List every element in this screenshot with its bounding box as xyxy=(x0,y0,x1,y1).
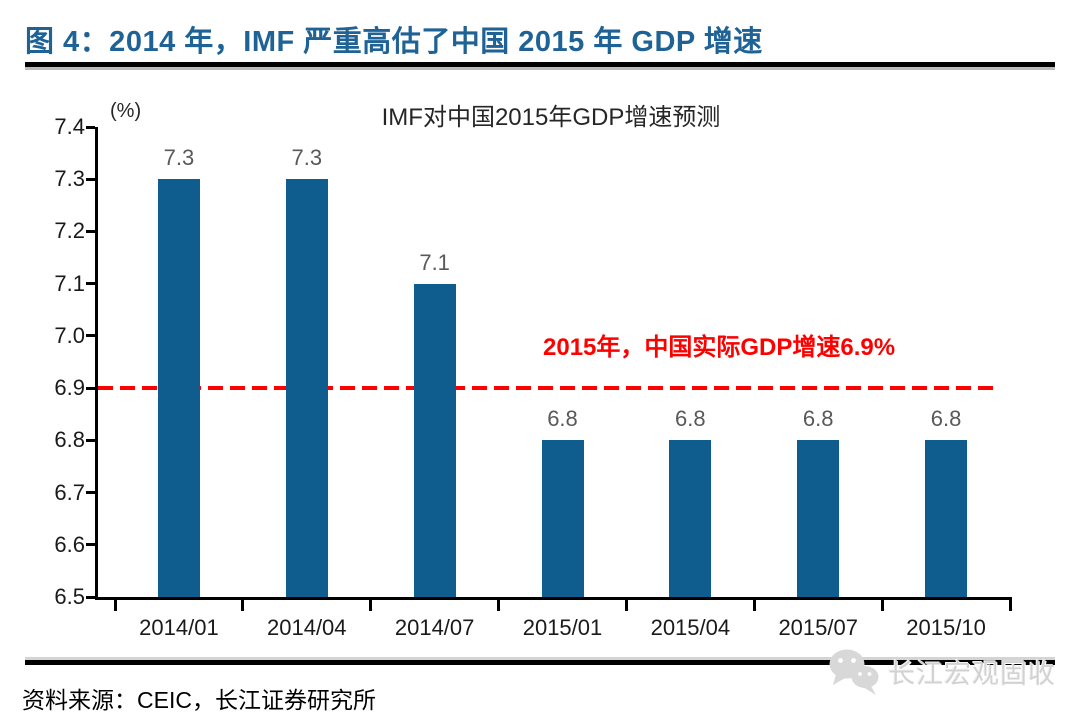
reference-dashed-line xyxy=(98,386,993,391)
figure-title: 图 4：2014 年，IMF 严重高估了中国 2015 年 GDP 增速 xyxy=(25,26,763,58)
y-axis-tick-label: 6.9 xyxy=(54,375,85,401)
y-axis-unit-label: (%) xyxy=(110,100,142,122)
y-axis-tick-label: 7.0 xyxy=(54,322,85,348)
x-axis-tick xyxy=(752,597,756,611)
y-axis-tick xyxy=(86,595,95,599)
bar-2014/04 xyxy=(285,179,328,597)
x-axis-tick xyxy=(624,597,628,611)
x-axis-tick xyxy=(880,597,884,611)
plot-area: 2015年，中国实际GDP增速6.9% 7.4 7.3 7.2 7.1 7.0 6.9 6.… xyxy=(54,116,1012,640)
y-axis-tick-label: 7.2 xyxy=(54,218,85,244)
y-axis-tick xyxy=(86,125,95,129)
bar-2015/07 xyxy=(797,440,840,597)
x-axis-tick xyxy=(497,597,501,611)
bar-value-label: 6.8 xyxy=(930,406,962,432)
x-axis-category-label: 2014/04 xyxy=(267,615,347,640)
y-axis-tick xyxy=(86,491,95,495)
y-axis-tick xyxy=(86,386,95,390)
y-axis-tick-label: 6.8 xyxy=(54,427,85,453)
bar-value-label: 6.8 xyxy=(547,406,578,432)
bar-value-label: 7.3 xyxy=(291,145,323,171)
x-axis-category-label: 2015/04 xyxy=(650,615,731,640)
bar-2014/01 xyxy=(157,179,200,597)
bar-2015/10 xyxy=(925,440,968,597)
bar-value-label: 6.8 xyxy=(802,406,834,432)
x-axis-tick xyxy=(369,597,373,611)
bar-value-label: 7.3 xyxy=(163,145,195,171)
x-axis-category-label: 2014/07 xyxy=(394,615,475,640)
x-axis-category-label: 2015/10 xyxy=(906,615,986,640)
y-axis-tick xyxy=(86,438,95,442)
title-divider xyxy=(25,62,1055,67)
y-axis-tick-label: 6.7 xyxy=(54,479,85,505)
x-axis-category-label: 2015/07 xyxy=(778,615,858,640)
y-axis-tick xyxy=(86,543,95,547)
watermark-label: 长江宏观固收 xyxy=(888,658,1056,689)
x-axis-tick xyxy=(1008,597,1012,611)
y-axis-tick xyxy=(86,334,95,338)
x-axis-tick xyxy=(241,597,245,611)
y-axis-tick-label: 7.4 xyxy=(54,114,85,139)
bar-value-label: 6.8 xyxy=(675,406,706,432)
footer-divider xyxy=(25,660,1055,665)
bar-value-label: 7.1 xyxy=(419,249,450,275)
y-axis-tick xyxy=(86,282,95,286)
wechat-icon xyxy=(829,649,879,695)
y-axis-tick xyxy=(86,177,95,181)
y-axis-tick-label: 6.5 xyxy=(54,584,85,609)
bar-2014/07 xyxy=(413,283,456,597)
x-axis-category-label: 2015/01 xyxy=(522,615,603,640)
source-note: 资料来源：CEIC，长江证券研究所 xyxy=(22,687,376,713)
y-axis-tick-label: 7.1 xyxy=(54,270,85,296)
chart-title: IMF对中国2015年GDP增速预测 xyxy=(381,104,721,131)
bar-2015/01 xyxy=(541,440,584,597)
y-axis-tick-label: 6.6 xyxy=(54,531,85,557)
x-axis-tick xyxy=(113,597,117,611)
y-axis-tick-label: 7.3 xyxy=(54,166,85,192)
reference-line-label: 2015年，中国实际GDP增速6.9% xyxy=(543,334,896,361)
watermark: 长江宏观固收 xyxy=(826,645,1056,697)
x-axis-category-label: 2014/01 xyxy=(139,615,219,640)
y-axis-tick xyxy=(86,229,95,233)
bar-2015/04 xyxy=(669,440,712,597)
